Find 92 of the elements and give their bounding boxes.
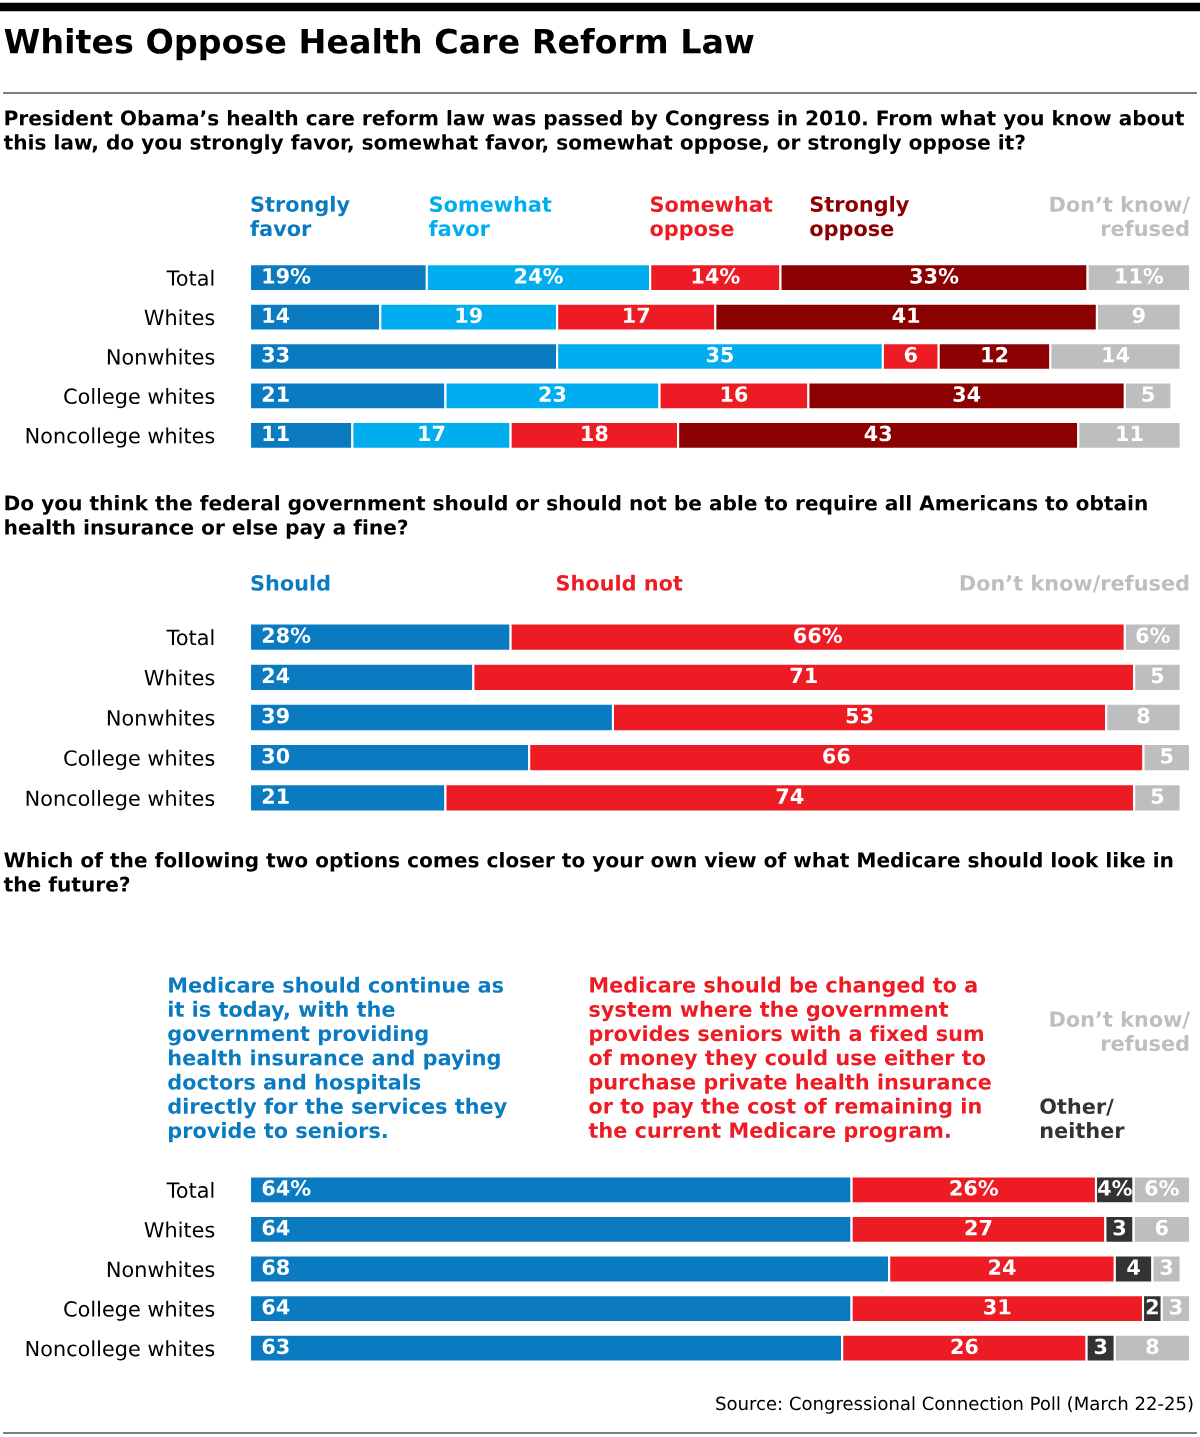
y-tick-label: Nonwhites: [107, 348, 215, 365]
series-label: Somewhat oppose: [650, 195, 773, 241]
data-label: 3: [1170, 1298, 1182, 1315]
series-label: Should not: [556, 574, 683, 591]
data-label: 39: [262, 707, 289, 724]
data-label: 24%: [515, 267, 563, 284]
y-tick-label: Noncollege whites: [26, 427, 215, 448]
source-note: Source: Congressional Connection Poll (March 22-25): [716, 1396, 1193, 1414]
series-label: Strongly favor: [250, 195, 350, 237]
data-label: 28%: [262, 627, 311, 644]
data-label: 43: [864, 425, 892, 442]
data-label: 64: [262, 1298, 290, 1315]
data-label: 26: [951, 1338, 978, 1355]
data-label: 14: [263, 307, 290, 323]
y-tick-label: Noncollege whites: [26, 789, 215, 811]
series-label: Don’t know/ refused: [1050, 195, 1190, 237]
data-label: 27: [965, 1219, 992, 1236]
data-label: 64: [262, 1219, 290, 1236]
y-tick-label: Total: [166, 1181, 214, 1199]
data-label: 6: [1155, 1219, 1168, 1236]
data-label: 35: [706, 346, 734, 363]
data-label: 21: [262, 386, 289, 402]
data-label: 12: [982, 346, 1008, 363]
data-label: 3: [1094, 1338, 1107, 1355]
y-tick-label: Whites: [144, 1221, 215, 1238]
data-label: 24: [262, 667, 290, 684]
y-tick-label: Total: [166, 629, 214, 646]
data-label: 63: [262, 1338, 289, 1355]
data-label: 11%: [1116, 267, 1164, 284]
series-label: Should: [251, 574, 330, 591]
data-label: 33: [262, 346, 289, 363]
data-label: 11: [1117, 425, 1143, 442]
data-label: 17: [624, 307, 650, 323]
data-label: 24: [989, 1259, 1016, 1275]
data-label: 53: [846, 707, 873, 724]
data-label: 5: [1151, 788, 1164, 804]
series-label: Medicare should continue as it is today, with the government providing health insurance and paying doctors and hospitals directly for the services they provide to seniors.: [168, 976, 507, 1143]
y-tick-label: Whites: [144, 669, 215, 686]
data-label: 19: [456, 307, 482, 324]
data-label: 8: [1146, 1338, 1159, 1355]
data-label: 14: [1103, 347, 1130, 363]
data-label: 8: [1137, 707, 1150, 724]
data-label: 5: [1151, 667, 1164, 684]
data-label: 41: [892, 307, 920, 323]
data-label: 2: [1146, 1298, 1158, 1315]
chart-subtitle: Do you think the federal government should or should not be able to require all Americans to obtain health insurance or else pay a fine?: [5, 495, 1147, 539]
data-label: 14%: [692, 267, 740, 284]
data-label: 74: [776, 788, 804, 804]
data-label: 4%: [1098, 1180, 1132, 1196]
series-label: Don’t know/refused: [960, 574, 1189, 593]
data-label: 66%: [794, 627, 842, 644]
data-label: 9: [1132, 307, 1145, 324]
data-label: 3: [1160, 1259, 1173, 1276]
series-label: Other/ neither: [1040, 1098, 1125, 1139]
data-label: 26%: [950, 1180, 999, 1196]
data-label: 6%: [1145, 1180, 1179, 1196]
y-tick-label: College whites: [64, 749, 215, 770]
data-label: 34: [953, 386, 981, 402]
data-label: 3: [1113, 1219, 1126, 1236]
series-label: Medicare should be changed to a system where the government provides seniors with a fixed sum of money they could use either to purchase private health insurance or to pay the cost of remaining in the current Medicare program.: [588, 976, 991, 1143]
y-tick-label: Nonwhites: [107, 1261, 215, 1278]
data-label: 4: [1127, 1259, 1140, 1275]
data-label: 19%: [263, 267, 311, 284]
chart-title: Whites Oppose Health Care Reform Law: [4, 28, 754, 61]
text: Don’t know/ refused: [1050, 1010, 1190, 1052]
series-label: Strongly oppose: [810, 195, 909, 241]
data-label: 5: [1142, 386, 1154, 402]
y-tick-label: Whites: [144, 309, 215, 326]
data-label: 6: [904, 346, 917, 363]
y-tick-label: Total: [166, 269, 214, 286]
data-label: 64%: [262, 1180, 311, 1196]
data-label: 33%: [910, 267, 959, 284]
data-label: 18: [582, 425, 608, 442]
chart-subtitle: Which of the following two options comes closer to your own view of what Medicare should look like in the future?: [3, 852, 1173, 892]
data-label: 68: [262, 1259, 289, 1276]
data-label: 23: [539, 386, 566, 402]
data-label: 17: [419, 425, 445, 442]
data-label: 30: [262, 747, 290, 764]
data-label: 31: [984, 1298, 1011, 1315]
data-label: 5: [1161, 748, 1173, 764]
data-label: 16: [721, 386, 748, 402]
chart-subtitle: President Obama’s health care reform law was passed by Congress in 2010. From what you know about this law, do you strongly favor, somewhat favor, somewhat oppose, or strongly oppose it?: [3, 110, 1185, 154]
data-label: 21: [262, 788, 289, 804]
data-label: 71: [790, 667, 817, 684]
y-tick-label: Nonwhites: [107, 709, 215, 726]
data-label: 11: [263, 425, 289, 442]
series-label: Somewhat favor: [429, 195, 552, 237]
y-tick-label: College whites: [64, 387, 215, 409]
data-label: 66: [823, 748, 850, 764]
y-tick-label: Noncollege whites: [26, 1340, 215, 1361]
y-tick-label: College whites: [64, 1300, 215, 1321]
data-label: 6%: [1136, 627, 1170, 644]
